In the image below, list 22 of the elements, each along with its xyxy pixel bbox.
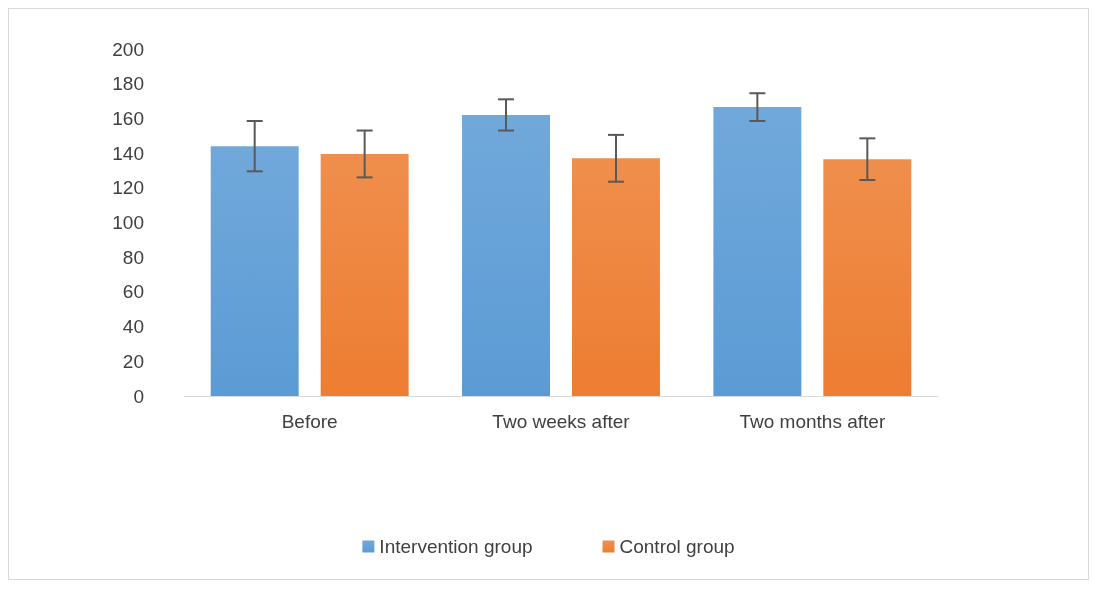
y-tick-label: 80 (122, 246, 144, 268)
x-tick-label: Before (281, 411, 338, 432)
bar (320, 153, 409, 396)
y-tick-label: 60 (122, 281, 144, 303)
legend-label: Control group (619, 536, 735, 557)
bar (713, 107, 802, 396)
x-tick-label: Two months after (739, 411, 886, 432)
legend-label: Intervention group (379, 536, 533, 557)
y-tick-label: 160 (112, 107, 144, 129)
bar (210, 146, 299, 396)
y-tick-label: 20 (122, 350, 144, 372)
y-tick-label: 120 (112, 177, 144, 199)
y-tick-label: 180 (112, 73, 144, 95)
y-tick-label: 100 (112, 212, 144, 233)
y-tick-label: 140 (112, 142, 144, 164)
bar (462, 114, 550, 396)
bar (572, 158, 660, 396)
y-tick-label: 200 (112, 38, 144, 60)
bar (823, 159, 912, 396)
x-tick-label: Two weeks after (492, 411, 631, 432)
y-tick-label: 0 (133, 385, 144, 407)
y-tick-label: 40 (122, 316, 144, 338)
